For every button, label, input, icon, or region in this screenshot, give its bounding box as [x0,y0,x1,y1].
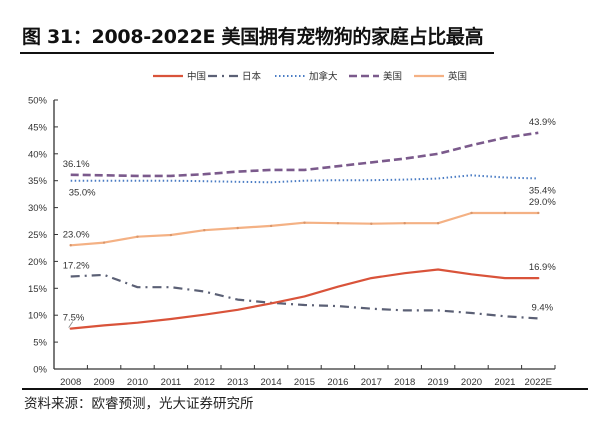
x-tick-label: 2012 [194,377,215,388]
x-tick-label: 2008 [60,377,81,388]
series-line-加拿大 [70,174,539,184]
series-line-中国 [69,268,540,330]
x-tick-label: 2013 [227,377,248,388]
legend-label: 日本 [242,71,262,83]
legend-label: 英国 [448,71,467,83]
data-point [203,228,206,232]
data-point [136,235,139,238]
y-tick-label: 40% [28,149,48,160]
y-tick-label: 0% [33,365,47,376]
legend-label: 加拿大 [309,71,338,83]
x-tick-label: 2014 [261,377,282,388]
y-tick-label: 15% [28,284,48,295]
y-tick-label: 45% [28,122,48,133]
series-lines [69,131,540,330]
data-label: 36.1% [63,159,90,170]
data-point [169,233,173,237]
x-tick-label: 2018 [394,377,415,388]
title-divider [20,52,494,54]
data-label: 17.2% [63,260,90,271]
y-tick-label: 30% [28,203,48,214]
data-label: 35.4% [529,186,556,197]
x-tick-label: 2011 [161,377,181,388]
x-tick-label: 2010 [127,377,148,388]
data-point [102,241,106,244]
series-line-日本 [70,273,539,320]
x-tick-label: 2017 [361,377,382,388]
legend-label: 中国 [187,71,206,83]
x-tick-label: 2009 [94,377,115,388]
data-label: 23.0% [63,229,90,240]
data-label: 35.0% [69,188,96,199]
data-point [236,226,239,230]
series-line-美国 [70,131,539,178]
source-divider [22,388,588,390]
data-point [470,211,473,215]
data-point [269,224,273,228]
data-label: 7.5% [63,313,85,324]
data-label: 9.4% [531,302,553,313]
y-tick-label: 35% [28,176,48,187]
y-tick-label: 25% [28,230,48,241]
data-point [503,211,507,215]
data-point [303,221,306,224]
series-line-英国 [69,211,540,247]
y-tick-label: 10% [28,311,48,322]
source-note: 资料来源：欧睿预测，光大证券研究所 [24,396,254,412]
data-point [537,211,540,215]
data-point [69,244,72,247]
data-label: 29.0% [529,197,556,208]
y-tick-label: 5% [33,338,47,349]
axes: 0% 5% 10% 15% 20% 25% 30% 35% 40% 45% 50% 2008 2009 2… [28,96,556,388]
x-tick-label: 2021 [494,377,515,388]
data-label: 43.9% [529,117,556,128]
x-tick-label: 2022E [525,377,552,388]
x-tick-label: 2015 [294,377,315,388]
data-point [336,222,340,225]
y-tick-label: 20% [28,257,48,268]
legend: 中国 日本 加拿大 美国 英国 [153,71,467,83]
data-point [436,222,440,225]
x-tick-label: 2020 [461,377,482,388]
y-tick-label: 50% [28,96,48,107]
data-labels: 36.1% 35.0% 23.0% 17.2% 7.5% 43.9% 35.4%29.0% 1… [63,117,556,328]
data-point [403,222,406,225]
chart-title: 图 31：2008-2022E 美国拥有宠物狗的家庭占比最高 [22,26,484,48]
x-tick-label: 2019 [428,377,449,388]
legend-label: 美国 [383,71,402,83]
x-tick-label: 2016 [327,377,348,388]
label-leader [68,321,74,328]
data-point [370,222,373,225]
data-label: 16.9% [529,262,556,273]
